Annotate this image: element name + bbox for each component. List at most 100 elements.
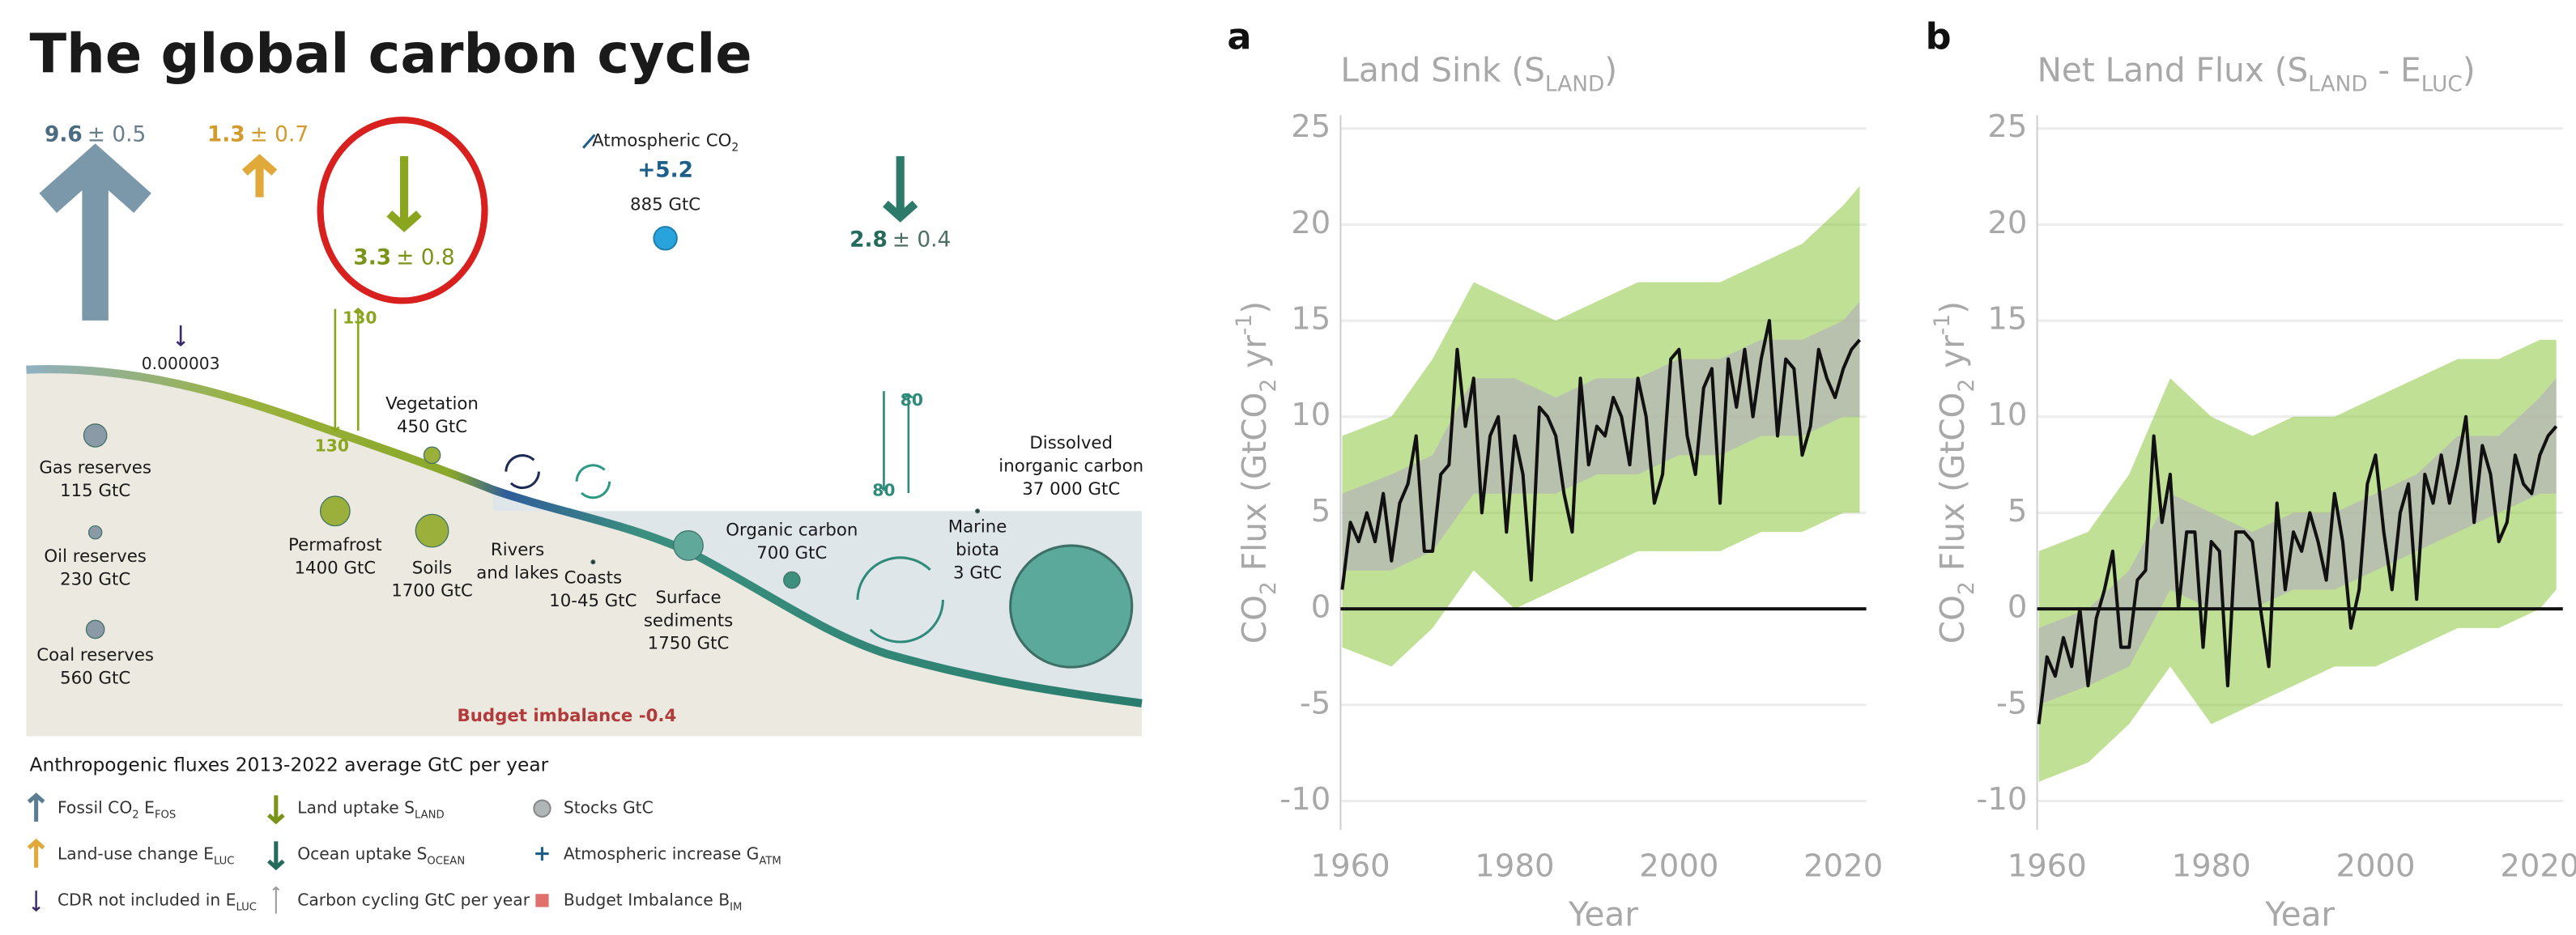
- text-part: yr: [1933, 335, 1972, 379]
- flux-uncertainty: ± 0.7: [250, 122, 309, 147]
- legend-item: CDR not included in ELUC: [57, 890, 257, 913]
- y-axis-label: CO2 Flux (GtCO2 yr-1): [1232, 301, 1280, 644]
- text-part: -1: [1232, 314, 1256, 335]
- text-part: - E: [2368, 50, 2421, 89]
- flux-value: 3.3: [353, 245, 391, 270]
- y-tick-label: 20: [1987, 205, 2027, 241]
- y-tick-label: 10: [1291, 397, 1331, 433]
- text-part: ): [1235, 301, 1274, 314]
- stock-circle: [85, 619, 105, 640]
- legend-item: Land-use change ELUC: [57, 844, 235, 867]
- legend-icon-head: [27, 838, 45, 850]
- atm-icon: [582, 134, 596, 149]
- land-uptake-arrow-head: [386, 210, 422, 232]
- text-part: ): [1933, 301, 1972, 314]
- stock-label: Rivers: [491, 540, 544, 560]
- stock-label: 700 GtC: [756, 543, 827, 563]
- land-use-arrow-head: [241, 154, 278, 176]
- stock-label: 3 GtC: [953, 563, 1002, 583]
- x-tick-label: 1960: [2008, 848, 2087, 884]
- legend-icon-head: [32, 906, 40, 912]
- stock-label: Coal reserves: [36, 645, 154, 665]
- legend-icon-head: [272, 886, 280, 891]
- stock-label: inorganic carbon: [998, 456, 1143, 476]
- stock-label: 560 GtC: [60, 668, 130, 688]
- text-part: Flux (GtCO: [1933, 392, 1972, 581]
- flux-value: 9.6: [45, 122, 83, 147]
- y-tick-label: 5: [2008, 493, 2028, 529]
- cycle-icon: [505, 454, 535, 472]
- x-axis-label: Year: [2264, 895, 2335, 934]
- cycle-icon: [581, 481, 611, 499]
- highlight-circle: [317, 117, 488, 304]
- surface-line: [26, 365, 1143, 708]
- text-part: ATM: [759, 855, 781, 867]
- line: [1340, 319, 1862, 590]
- cycling-arrow-head: [330, 426, 340, 432]
- label: 0.000003: [142, 354, 220, 373]
- stock-label: Permafrost: [288, 535, 382, 555]
- text-part: 2: [132, 809, 138, 821]
- text-part: ): [2463, 50, 2476, 89]
- legend-heading: Anthropogenic fluxes 2013-2022 average G…: [30, 753, 549, 776]
- stock-label: Organic carbon: [726, 521, 858, 541]
- y-tick-label: 0: [2008, 589, 2028, 626]
- y-tick-label: 15: [1987, 301, 2027, 338]
- legend-item: Land uptake SLAND: [297, 797, 444, 821]
- legend-icon-head: [267, 813, 285, 825]
- stock-circle: [83, 423, 108, 448]
- y-tick-label: 25: [1987, 108, 2027, 145]
- legend-icon: [533, 799, 551, 818]
- x-tick-label: 1980: [1475, 848, 1554, 884]
- text-part: Land-use change E: [57, 844, 214, 863]
- stock-circle: [783, 571, 801, 589]
- stock-circle: [87, 525, 103, 540]
- text-part: 2: [1256, 379, 1280, 393]
- line: [2037, 414, 2558, 725]
- text-part: 2: [1955, 581, 1979, 595]
- text-part: Net Land Flux (S: [2037, 50, 2309, 89]
- stock-label: Marine: [948, 517, 1007, 538]
- cycling-arrow-head: [904, 393, 913, 399]
- y-tick-label: 5: [1311, 493, 1331, 529]
- text-part: Ocean uptake S: [297, 844, 427, 863]
- text-part: FOS: [155, 809, 176, 821]
- stock-label: and lakes: [476, 563, 559, 583]
- text-part: CDR not included in E: [57, 890, 236, 909]
- x-tick-label: 2000: [2335, 848, 2415, 884]
- text-part: Carbon cycling GtC per year: [297, 890, 530, 909]
- stock-circle: [975, 508, 981, 514]
- stock-label: sediments: [644, 610, 733, 631]
- stock-label: 450 GtC: [397, 417, 467, 437]
- cycle-icon: [575, 464, 606, 482]
- legend-item: Budget Imbalance BIM: [564, 890, 743, 913]
- cdr-arrow-head: [176, 341, 185, 347]
- cycle-icon: [856, 556, 931, 600]
- text-part: LAND: [415, 809, 445, 821]
- atm-label: Atmospheric CO2: [592, 131, 739, 155]
- stock-label: Soils: [412, 558, 452, 578]
- y-tick-label: 10: [1987, 397, 2027, 433]
- stock-label: Dissolved: [1029, 433, 1113, 453]
- text-part: Stocks GtC: [564, 797, 654, 817]
- stock-label: biota: [956, 540, 999, 560]
- stock-label: 1700 GtC: [391, 581, 473, 601]
- legend-icon-head: [27, 793, 45, 804]
- label: 885 GtC: [630, 195, 700, 215]
- y-tick-label: -10: [1279, 781, 1331, 818]
- y-tick-label: 0: [1311, 589, 1331, 626]
- flux-value: 1.3: [207, 122, 245, 147]
- cycle-icon: [869, 599, 944, 644]
- stock-label: Gas reserves: [39, 458, 151, 478]
- chart-title: Net Land Flux (SLAND - ELUC): [2037, 50, 2476, 96]
- flux-uncertainty: ± 0.8: [396, 245, 454, 270]
- cycling-arrow-head: [353, 307, 363, 313]
- stock-label: 1400 GtC: [295, 558, 377, 578]
- legend-icon-head: [267, 859, 285, 871]
- x-tick-label: 2020: [2500, 848, 2576, 884]
- flux-label: 3.3 ± 0.8: [353, 245, 454, 270]
- stock-circle: [590, 559, 596, 565]
- stock-label: Surface: [655, 588, 721, 608]
- text-part: -1: [1931, 314, 1955, 335]
